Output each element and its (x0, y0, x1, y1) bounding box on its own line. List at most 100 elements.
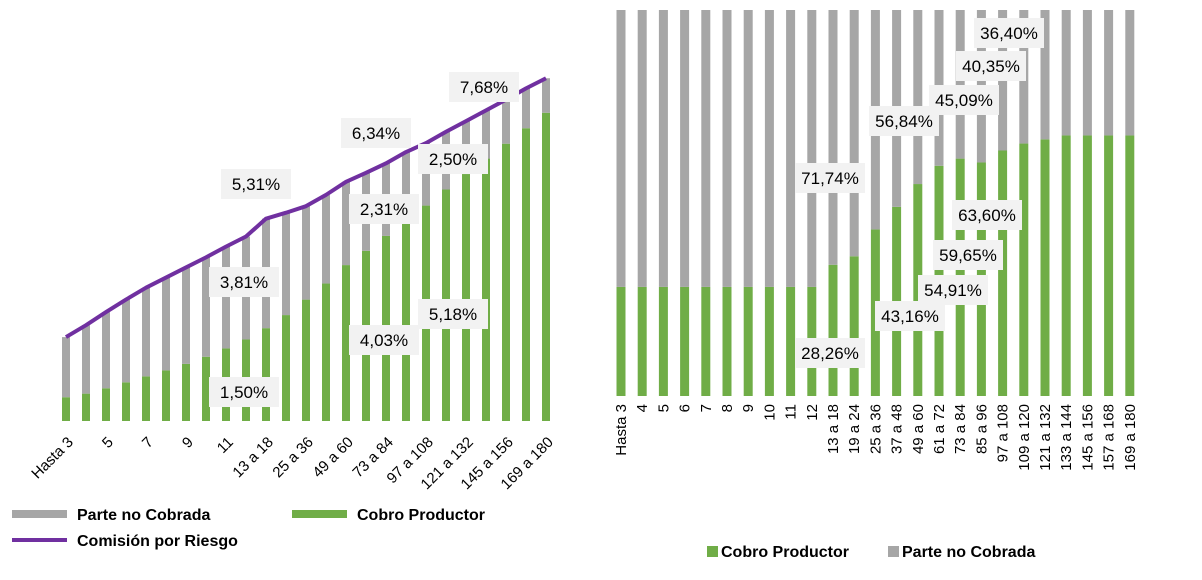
right-annotation-bg (795, 338, 865, 368)
left-annotation-bg (209, 267, 279, 297)
bar-parte-no-cobrada (542, 78, 550, 113)
left-annotation-bg (221, 169, 291, 199)
right-tick-label: 7 (698, 404, 715, 412)
right-annotation-bg (795, 163, 865, 193)
bar-cobro-productor (1104, 135, 1114, 396)
bar-cobro-productor (786, 286, 796, 396)
right-tick-label: 121 a 132 (1037, 404, 1054, 471)
bar-parte-no-cobrada (637, 10, 647, 287)
bar-cobro-productor (1061, 135, 1071, 396)
right-legend-label: Cobro Productor (721, 544, 849, 561)
right-annotation: 43,16% (881, 307, 939, 326)
left-tick-label: 11 (214, 434, 237, 457)
bar-parte-no-cobrada (701, 10, 711, 287)
right-legend: Cobro Productor Parte no Cobrada (707, 544, 1035, 561)
left-annotation-box: 3,81% (209, 267, 279, 297)
right-tick-label: 37 a 48 (889, 404, 906, 454)
bar-parte-no-cobrada (658, 10, 668, 287)
bar-cobro-productor (322, 283, 330, 421)
left-annotation: 1,50% (220, 383, 268, 402)
right-tick-label: 133 a 144 (1058, 404, 1075, 471)
right-annotation-bg (929, 85, 999, 115)
left-tick-label: 9 (179, 434, 197, 452)
right-tick-label: 9 (740, 404, 757, 412)
right-annotation-box: 40,35% (956, 51, 1026, 81)
right-annotations: 36,40% 40,35% 45,09%56,84% 71,74% 63,60% 59,6… (795, 18, 1044, 368)
right-annotation-box: 63,60% (952, 200, 1022, 230)
bar-cobro-productor (282, 315, 290, 421)
bar-cobro-productor (828, 264, 838, 396)
bar-cobro-productor (1040, 139, 1050, 396)
left-annotation-box: 5,18% (418, 299, 488, 329)
right-annotation-box: 54,91% (918, 275, 988, 305)
comision-por-riesgo-line (64, 76, 547, 339)
bar-cobro-productor (122, 382, 130, 421)
bar-cobro-productor (462, 174, 470, 421)
bar-cobro-productor (542, 112, 550, 421)
bar-parte-no-cobrada (162, 277, 170, 371)
right-tick-label: 85 a 96 (973, 404, 990, 454)
right-tick-label: 97 a 108 (995, 404, 1012, 462)
bar-cobro-productor (402, 219, 410, 421)
bar-parte-no-cobrada (680, 10, 690, 287)
right-annotation-bg (918, 275, 988, 305)
right-annotation: 59,65% (939, 246, 997, 265)
bar-parte-no-cobrada (182, 267, 190, 364)
left-tick-label: 5 (99, 434, 117, 452)
bar-cobro-productor (522, 128, 530, 421)
bar-parte-no-cobrada (122, 299, 130, 383)
right-tick-label: 61 a 72 (931, 404, 948, 454)
bar-parte-no-cobrada (828, 10, 838, 265)
bar-parte-no-cobrada (616, 10, 626, 287)
left-annotation-bg (418, 299, 488, 329)
right-tick-label: 157 a 168 (1101, 404, 1118, 471)
bar-parte-no-cobrada (282, 212, 290, 316)
bar-cobro-productor (482, 158, 490, 421)
bar-parte-no-cobrada (849, 10, 859, 257)
bar-parte-no-cobrada (322, 194, 330, 284)
right-annotation-bg (974, 18, 1044, 48)
left-bars (62, 78, 550, 421)
left-annotation: 4,03% (360, 331, 408, 350)
bar-cobro-productor (162, 370, 170, 421)
right-annotation: 63,60% (958, 206, 1016, 225)
left-tick-label: 25 a 36 (269, 434, 316, 481)
right-tick-label: 8 (719, 404, 736, 412)
bar-parte-no-cobrada (102, 312, 110, 389)
left-legend-swatch (12, 510, 67, 518)
bar-parte-no-cobrada (1125, 10, 1135, 136)
bar-cobro-productor (722, 286, 732, 396)
left-annotation-box: 2,50% (418, 144, 488, 174)
bar-parte-no-cobrada (502, 99, 510, 144)
bar-parte-no-cobrada (1061, 10, 1071, 136)
right-tick-label: Hasta 3 (613, 404, 630, 456)
right-annotation-bg (875, 301, 945, 331)
right-legend-label: Parte no Cobrada (902, 544, 1035, 561)
right-legend-swatch (888, 546, 899, 557)
right-annotation: 71,74% (801, 169, 859, 188)
right-tick-label: 25 a 36 (867, 404, 884, 454)
bar-cobro-productor (142, 376, 150, 421)
right-annotation: 28,26% (801, 344, 859, 363)
right-annotation-bg (952, 200, 1022, 230)
right-tick-label: 11 (783, 404, 800, 420)
right-annotation: 56,84% (875, 112, 933, 131)
bar-cobro-productor (502, 143, 510, 421)
bar-cobro-productor (998, 150, 1008, 396)
right-tick-label: 109 a 120 (1016, 404, 1033, 471)
right-annotation-box: 59,65% (933, 240, 1003, 270)
right-tick-label: 12 (804, 404, 821, 421)
right-annotation: 36,40% (980, 24, 1038, 43)
left-annotation-box: 4,03% (349, 325, 419, 355)
right-tick-label: 10 (761, 404, 778, 421)
right-annotation: 54,91% (924, 281, 982, 300)
bar-cobro-productor (1125, 135, 1135, 396)
bar-cobro-productor (616, 286, 626, 396)
left-annotation-box: 5,31% (221, 169, 291, 199)
left-annotation-bg (341, 118, 411, 148)
bar-parte-no-cobrada (743, 10, 753, 287)
bar-cobro-productor (1082, 135, 1092, 396)
left-annotation: 2,31% (360, 200, 408, 219)
left-tick-label: 13 a 18 (229, 434, 276, 481)
